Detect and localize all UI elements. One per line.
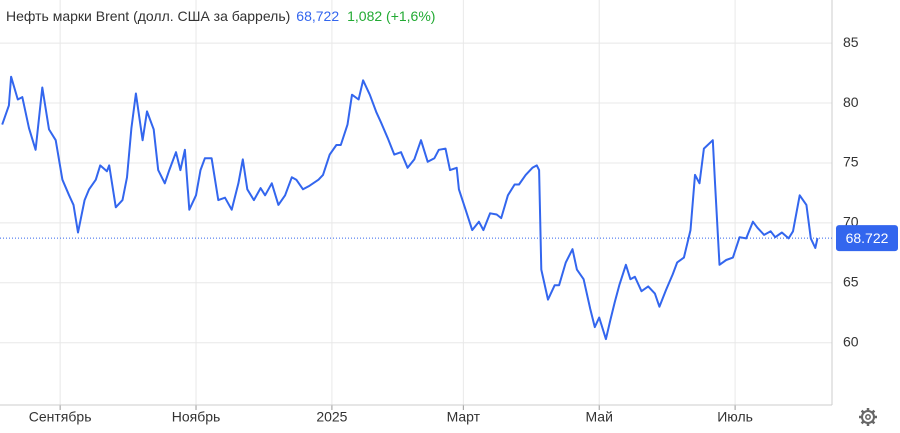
x-tick-label: Май bbox=[585, 409, 612, 425]
price-line bbox=[1, 75, 819, 341]
y-tick-label: 75 bbox=[843, 154, 859, 170]
gear-teeth[interactable] bbox=[859, 408, 877, 426]
x-tick-label: Ноябрь bbox=[172, 409, 221, 425]
x-tick-label: 2025 bbox=[316, 409, 347, 425]
y-tick-label: 80 bbox=[843, 94, 859, 110]
gear-hole[interactable] bbox=[865, 414, 871, 420]
price-label: 68,722 bbox=[296, 8, 339, 24]
y-tick-label: 60 bbox=[843, 333, 859, 349]
change-label: 1,082 (+1,6%) bbox=[347, 8, 435, 24]
current-value-box bbox=[836, 225, 898, 252]
current-value-label: 68.722 bbox=[846, 230, 889, 246]
chart-header: Нефть марки Brent (долл. США за баррель)… bbox=[6, 8, 435, 24]
x-tick-label: Сентябрь bbox=[29, 409, 92, 425]
x-tick-label: Июль bbox=[717, 409, 753, 425]
y-tick-label: 65 bbox=[843, 273, 859, 289]
y-tick-label: 85 bbox=[843, 34, 859, 50]
chart-title: Нефть марки Brent (долл. США за баррель) bbox=[6, 8, 290, 24]
x-tick-label: Март bbox=[447, 409, 481, 425]
settings-icon[interactable] bbox=[859, 408, 877, 426]
